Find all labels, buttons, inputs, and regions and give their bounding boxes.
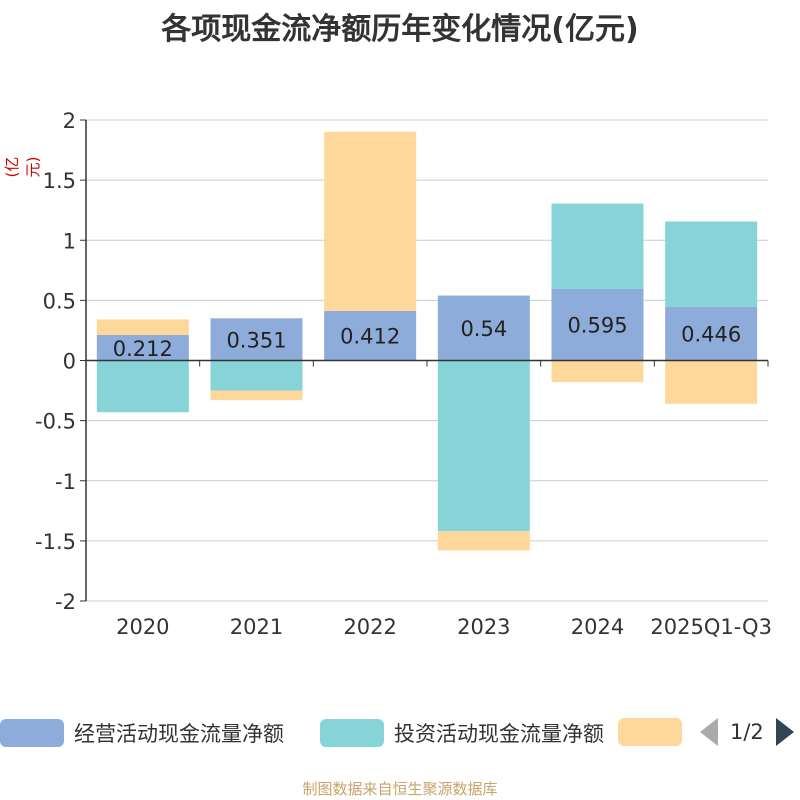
x-tick-label: 2024 xyxy=(571,615,624,639)
legend-item-investing[interactable]: 投资活动现金流量净额 xyxy=(320,718,604,748)
x-tick-label: 2021 xyxy=(230,615,283,639)
legend-item-financing[interactable] xyxy=(618,718,692,746)
legend: 经营活动现金流量净额 投资活动现金流量净额 1/2 xyxy=(0,712,800,756)
bar-operating xyxy=(437,295,530,361)
bar-operating xyxy=(551,288,644,361)
x-tick-label: 2020 xyxy=(116,615,169,639)
bar-financing xyxy=(551,360,644,383)
x-tick-label: 2022 xyxy=(343,615,396,639)
data-label: 0.412 xyxy=(340,325,400,349)
y-tick-label: 0 xyxy=(63,350,76,374)
legend-page-indicator: 1/2 xyxy=(730,720,764,744)
bar-investing xyxy=(551,203,644,289)
bar-financing xyxy=(324,131,417,311)
legend-label-investing: 投资活动现金流量净额 xyxy=(394,722,604,746)
y-tick-label: -2 xyxy=(55,590,76,614)
y-tick-label: 2 xyxy=(63,109,76,133)
legend-pager: 1/2 xyxy=(700,718,794,746)
y-tick-label: -0.5 xyxy=(35,410,76,434)
x-tick-label: 2025Q1-Q3 xyxy=(650,615,772,639)
bar-financing xyxy=(96,319,189,336)
data-label: 0.446 xyxy=(681,323,741,347)
bar-operating xyxy=(324,310,417,361)
data-label: 0.54 xyxy=(460,317,507,341)
y-tick-label: -1.5 xyxy=(35,530,76,554)
bar-investing xyxy=(437,360,530,532)
chart-title: 各项现金流净额历年变化情况(亿元) xyxy=(161,12,639,47)
bar-operating xyxy=(210,318,303,361)
bar-investing xyxy=(210,360,303,391)
y-tick-label: 1.5 xyxy=(43,169,76,193)
bar-investing xyxy=(665,221,758,307)
legend-label-operating: 经营活动现金流量净额 xyxy=(74,722,284,746)
legend-swatch-operating xyxy=(0,719,64,747)
data-source-note: 制图数据来自恒生聚源数据库 xyxy=(302,780,498,798)
x-tick-label: 2023 xyxy=(457,615,510,639)
y-tick-label: 0.5 xyxy=(43,289,76,313)
legend-swatch-financing xyxy=(618,718,682,746)
y-tick-label: 1 xyxy=(63,229,76,253)
bar-financing xyxy=(437,531,530,551)
bar-operating xyxy=(665,306,758,361)
data-label: 0.351 xyxy=(226,328,286,352)
legend-item-operating[interactable]: 经营活动现金流量净额 xyxy=(0,718,284,748)
chart-area: 2 1.5 1 0.5 0 -0.5 -1 -1.5 -2 2020 2021 2022 2023 202… xyxy=(35,109,772,639)
bar-financing xyxy=(210,390,303,401)
legend-next-icon[interactable] xyxy=(775,718,794,746)
data-label: 0.595 xyxy=(567,314,627,338)
bar-investing xyxy=(96,360,189,413)
legend-prev-icon[interactable] xyxy=(700,718,718,746)
bar-operating xyxy=(96,335,189,361)
y-tick-label: -1 xyxy=(55,470,76,494)
legend-swatch-investing xyxy=(320,719,384,747)
data-label: 0.212 xyxy=(113,337,173,361)
bar-financing xyxy=(665,360,758,404)
